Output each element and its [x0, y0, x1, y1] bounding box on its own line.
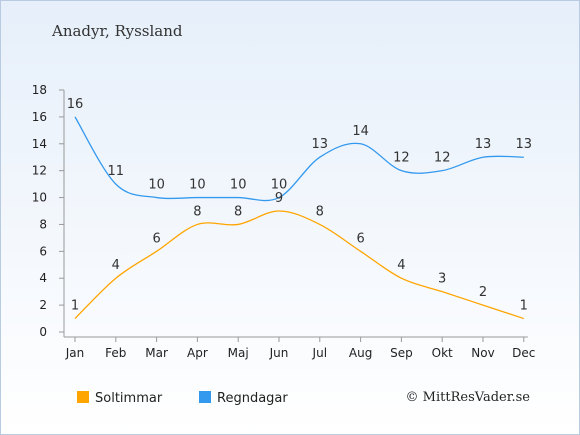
- x-tick-label: Jan: [65, 346, 85, 360]
- y-tick-label: 18: [32, 83, 47, 97]
- data-label-regndagar: 14: [352, 124, 369, 139]
- y-tick-label: 8: [39, 217, 47, 231]
- data-label-regndagar: 13: [516, 137, 533, 152]
- y-tick-label: 4: [39, 271, 47, 285]
- x-tick-label: Sep: [390, 346, 413, 360]
- data-label-soltimmar: 1: [520, 299, 528, 314]
- y-tick-label: 12: [32, 164, 47, 178]
- x-tick-label: Aug: [349, 346, 372, 360]
- x-tick-label: Apr: [187, 346, 208, 360]
- x-tick-label: Jun: [269, 346, 289, 360]
- legend-swatch-soltimmar: [77, 391, 89, 403]
- data-label-soltimmar: 4: [397, 258, 405, 273]
- y-tick-label: 16: [32, 110, 47, 124]
- x-tick-label: Jul: [312, 346, 327, 360]
- data-label-regndagar: 10: [230, 178, 247, 193]
- legend-item-regndagar: Regndagar: [199, 391, 288, 406]
- data-label-soltimmar: 6: [152, 231, 160, 246]
- data-label-soltimmar: 4: [112, 258, 120, 273]
- series-line-soltimmar: [74, 210, 525, 320]
- x-tick-label: Mar: [145, 346, 168, 360]
- data-label-soltimmar: 8: [193, 204, 201, 219]
- y-tick-label: 6: [39, 244, 47, 258]
- credit-text: © MittResVader.se: [405, 390, 530, 405]
- y-tick-label: 2: [39, 298, 47, 312]
- series-line-regndagar: [74, 116, 524, 202]
- data-label-regndagar: 13: [312, 137, 329, 152]
- data-label-soltimmar: 3: [438, 272, 446, 287]
- x-tick-label: Dec: [512, 346, 535, 360]
- data-label-regndagar: 10: [189, 178, 206, 193]
- data-label-regndagar: 12: [434, 151, 451, 166]
- chart-title: Anadyr, Ryssland: [52, 22, 183, 40]
- data-label-regndagar: 11: [108, 164, 125, 179]
- data-label-soltimmar: 8: [234, 204, 242, 219]
- x-tick-label: Okt: [432, 346, 453, 360]
- data-label-soltimmar: 6: [356, 231, 364, 246]
- data-label-regndagar: 10: [271, 178, 288, 193]
- legend-label-soltimmar: Soltimmar: [95, 391, 163, 406]
- data-label-regndagar: 10: [148, 178, 165, 193]
- data-label-soltimmar: 9: [275, 191, 283, 206]
- y-tick-label: 14: [32, 137, 47, 151]
- data-label-soltimmar: 8: [316, 204, 324, 219]
- legend-label-regndagar: Regndagar: [217, 391, 288, 406]
- x-tick-label: Maj: [228, 346, 249, 360]
- legend-swatch-regndagar: [199, 391, 211, 403]
- y-tick-label: 10: [32, 191, 47, 205]
- legend-item-soltimmar: Soltimmar: [77, 391, 162, 406]
- y-tick-label: 0: [39, 325, 47, 339]
- x-tick-label: Nov: [471, 346, 494, 360]
- data-label-regndagar: 13: [475, 137, 492, 152]
- chart-lines: [74, 116, 525, 320]
- data-label-regndagar: 12: [393, 151, 410, 166]
- data-label-regndagar: 16: [67, 97, 84, 112]
- x-tick-label: Feb: [105, 346, 126, 360]
- data-label-soltimmar: 2: [479, 285, 487, 300]
- data-label-soltimmar: 1: [71, 299, 79, 314]
